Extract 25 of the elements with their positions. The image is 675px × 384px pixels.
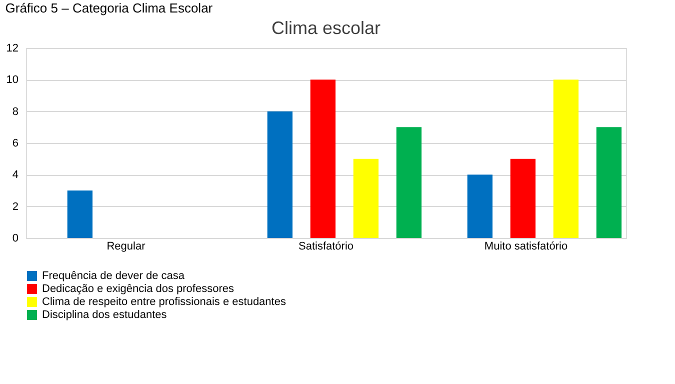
chart-title: Clima escolar bbox=[271, 18, 381, 38]
text: Gráfico 5 – Categoria Clima Escolar bbox=[5, 0, 214, 16]
bar bbox=[467, 174, 493, 238]
y-tick-label: 2 bbox=[12, 200, 18, 213]
y-tick-label: 0 bbox=[12, 232, 18, 244]
bar bbox=[267, 111, 293, 238]
y-tick-label: 8 bbox=[12, 106, 18, 118]
x-tick-label: Regular bbox=[106, 240, 146, 252]
bar bbox=[553, 80, 579, 238]
legend-label: Disciplina dos estudantes bbox=[42, 309, 168, 321]
y-tick-label: 10 bbox=[6, 74, 18, 86]
x-tick-label: Satisfatório bbox=[298, 240, 354, 252]
bar bbox=[310, 80, 336, 238]
bar bbox=[396, 127, 422, 238]
y-tick-label: 12 bbox=[6, 42, 18, 54]
bar bbox=[510, 158, 536, 238]
y-tick-label: 6 bbox=[12, 138, 18, 150]
legend-label: Clima de respeito entre profissionais e estudantes bbox=[42, 296, 286, 308]
legend-label: Dedicação e exigência dos professores bbox=[42, 283, 234, 295]
bar bbox=[353, 158, 379, 238]
y-tick-label: 4 bbox=[12, 169, 18, 182]
bar bbox=[596, 127, 622, 238]
x-tick-label: Muito satisfatório bbox=[484, 240, 568, 252]
bar bbox=[67, 190, 93, 238]
legend-label: Frequência de dever de casa bbox=[42, 270, 186, 282]
